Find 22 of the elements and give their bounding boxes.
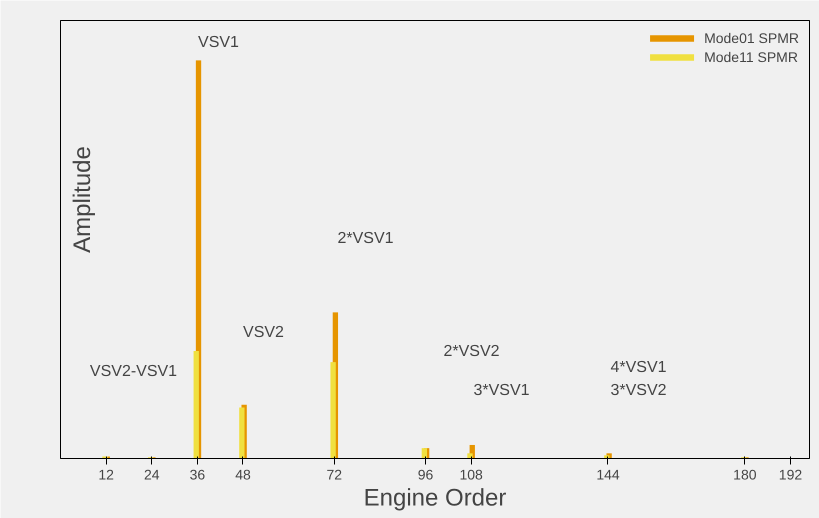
x-tick-label: 12 — [98, 466, 114, 482]
x-tick-label: 36 — [190, 466, 206, 482]
annotation: VSV2 — [243, 324, 284, 341]
x-tick-label: 24 — [144, 466, 160, 482]
x-tick-label: 72 — [326, 466, 342, 482]
y-axis-title: Amplitude — [69, 146, 96, 253]
text: VSV1 — [198, 34, 240, 51]
legend-label: Mode11 SPMR — [704, 49, 798, 65]
annotation: 3*VSV2 — [610, 382, 667, 399]
annotation: 2*VSV1 — [337, 230, 394, 247]
annotation: VSV2-VSV1 — [90, 363, 178, 380]
x-tick-label: 108 — [459, 466, 484, 482]
x-tick-label: 96 — [418, 466, 434, 482]
legend-label: Mode01 SPMR — [704, 30, 799, 46]
x-tick-label: 144 — [596, 466, 620, 482]
annotation: 3*VSV1 — [473, 382, 530, 399]
x-tick-label: 48 — [235, 466, 251, 482]
x-tick-label: 180 — [733, 466, 757, 482]
annotation: 4*VSV1 — [610, 359, 667, 376]
x-axis-title: Engine Order — [364, 484, 506, 512]
annotation: 2*VSV2 — [443, 343, 500, 360]
x-tick-label: 192 — [778, 466, 802, 482]
